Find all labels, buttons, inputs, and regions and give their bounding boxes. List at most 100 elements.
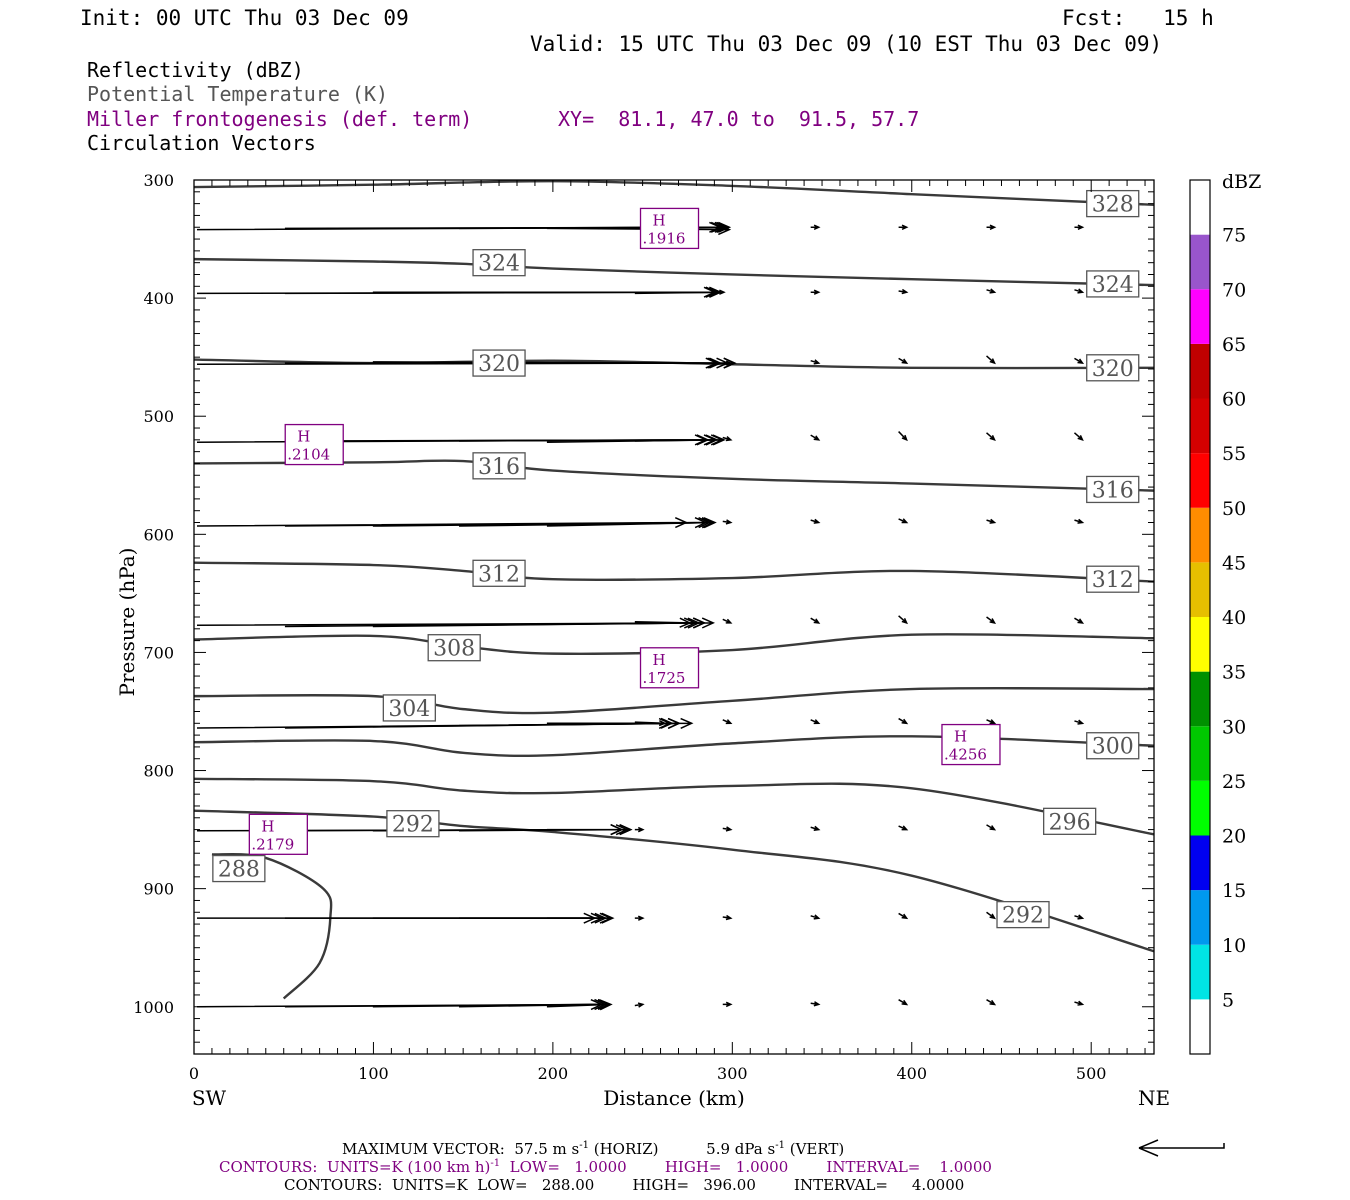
x-tick-label: 200: [538, 1064, 569, 1083]
colorbar-label: 35: [1222, 662, 1246, 684]
frontogenesis-max-box: [639, 207, 700, 250]
colorbar-frame: [1189, 179, 1211, 1055]
contour-label: 312: [478, 562, 520, 587]
y-tick-label: 400: [143, 289, 174, 308]
circulation-vector: [1074, 719, 1085, 725]
contour-label: 328: [1092, 193, 1134, 218]
frontogenesis-max-value: .1916: [643, 229, 686, 247]
legend-potential-temperature: Potential Temperature (K): [87, 82, 389, 106]
circulation-vector: [898, 518, 909, 524]
contour-label: 288: [218, 858, 260, 883]
circulation-vector: [722, 719, 733, 725]
contour-label-box: [996, 900, 1050, 929]
circulation-vector: [634, 434, 719, 446]
x-tick-label: 0: [189, 1064, 199, 1083]
colorbar-label: 65: [1222, 334, 1246, 356]
colorbar-segment: [1190, 890, 1210, 945]
circulation-vector: [1074, 224, 1085, 230]
frontogenesis-max-box: [248, 813, 308, 855]
circulation-vector: [634, 719, 667, 727]
circulation-vector: [986, 355, 996, 365]
theta-contour-300: [193, 735, 1155, 758]
theta-contour-296: [193, 777, 1155, 836]
circulation-vector: [722, 826, 733, 832]
circulation-vector: [986, 288, 997, 294]
colorbar-segment: [1190, 343, 1210, 399]
circulation-vector: [810, 914, 821, 920]
colorbar-label: 25: [1222, 771, 1246, 793]
y-tick-label: 300: [143, 171, 174, 190]
colorbar-segment: [1190, 507, 1210, 563]
frontogenesis-max-value: .2179: [251, 835, 294, 853]
sw-label: SW: [192, 1086, 227, 1110]
circulation-vector: [898, 357, 909, 365]
circulation-vector: [634, 617, 692, 628]
contour-label: 320: [478, 352, 520, 377]
frontogenesis-max-label: H: [261, 817, 274, 835]
frontogenesis-contour-info: CONTOURS: UNITS=K (100 km h)-1 LOW= 1.00…: [219, 1158, 992, 1176]
contour-label-box: [382, 694, 436, 722]
theta-contour-292: [193, 809, 1155, 953]
circulation-vector: [810, 719, 821, 725]
circulation-vector: [986, 719, 997, 725]
circulation-vector: [546, 223, 732, 236]
circulation-vector: [1074, 1000, 1085, 1006]
colorbar-label: 75: [1222, 225, 1246, 247]
circulation-vector: [722, 914, 733, 921]
theta-contour-312: [193, 561, 1155, 583]
contour-label-box: [472, 349, 526, 377]
circulation-vector: [898, 717, 909, 725]
colorbar-segment: [1190, 780, 1210, 836]
circulation-vector: [898, 288, 909, 295]
frontogenesis-max-box: [639, 647, 700, 689]
legend-frontogenesis: Miller frontogenesis (def. term): [87, 107, 473, 131]
contour-label-box: [212, 854, 266, 883]
y-tick-label: 600: [143, 525, 174, 544]
contour-label-box: [1086, 189, 1140, 218]
circulation-vector: [722, 519, 733, 525]
circulation-vector: [546, 999, 613, 1011]
contour-label: 296: [1049, 810, 1091, 835]
circulation-vector: [1074, 914, 1085, 920]
circulation-vector: [986, 616, 997, 624]
colorbar-segment: [1190, 562, 1210, 617]
contour-label-box: [472, 249, 526, 277]
frontogenesis-max-value: .2104: [287, 446, 330, 464]
circulation-vector: [898, 999, 909, 1006]
colorbar-segment: [1190, 617, 1210, 672]
circulation-vector: [810, 224, 821, 230]
circulation-vector: [986, 518, 997, 524]
frontogenesis-max-label: H: [653, 211, 666, 229]
circulation-vector: [634, 517, 716, 529]
colorbar-label: 55: [1222, 443, 1246, 465]
circulation-vector: [986, 911, 997, 920]
frontogenesis-max-value: .4256: [944, 746, 987, 764]
colorbar-segment: [1190, 726, 1210, 781]
circulation-vector: [634, 915, 645, 921]
colorbar-segment: [1190, 289, 1210, 344]
circulation-vector: [722, 618, 733, 624]
contour-label: 316: [1092, 478, 1134, 503]
theta-contours: [193, 179, 1155, 1000]
circulation-vector: [810, 359, 821, 365]
frontogenesis-max-label: H: [653, 651, 666, 669]
colorbar: 5 10 15 20 25 30 35 40 45 50 55 60 65 70 75 dBZ: [1189, 171, 1261, 1055]
init-time: Init: 00 UTC Thu 03 Dec 09: [80, 6, 409, 30]
circulation-vector: [898, 224, 909, 230]
circulation-vector: [722, 1001, 733, 1008]
colorbar-title: dBZ: [1222, 171, 1261, 193]
colorbar-segment: [1190, 180, 1210, 235]
colorbar-label: 60: [1222, 389, 1246, 411]
contour-labels: 328 324 324 320 320 316 316 312 312 308 304 300 296 2…: [212, 189, 1140, 929]
circulation-vector: [634, 826, 645, 833]
theta-contour-324: [193, 257, 1155, 287]
x-tick-label: 100: [358, 1064, 389, 1083]
contour-label-box: [1086, 565, 1140, 593]
reference-vector-arrow: [1138, 1139, 1225, 1157]
theta-contour-308: [193, 633, 1155, 655]
reference-vector: [1138, 1139, 1225, 1157]
circulation-vector: [634, 357, 721, 369]
theta-contour-316: [193, 459, 1155, 492]
legend-reflectivity: Reflectivity (dBZ): [87, 58, 304, 82]
